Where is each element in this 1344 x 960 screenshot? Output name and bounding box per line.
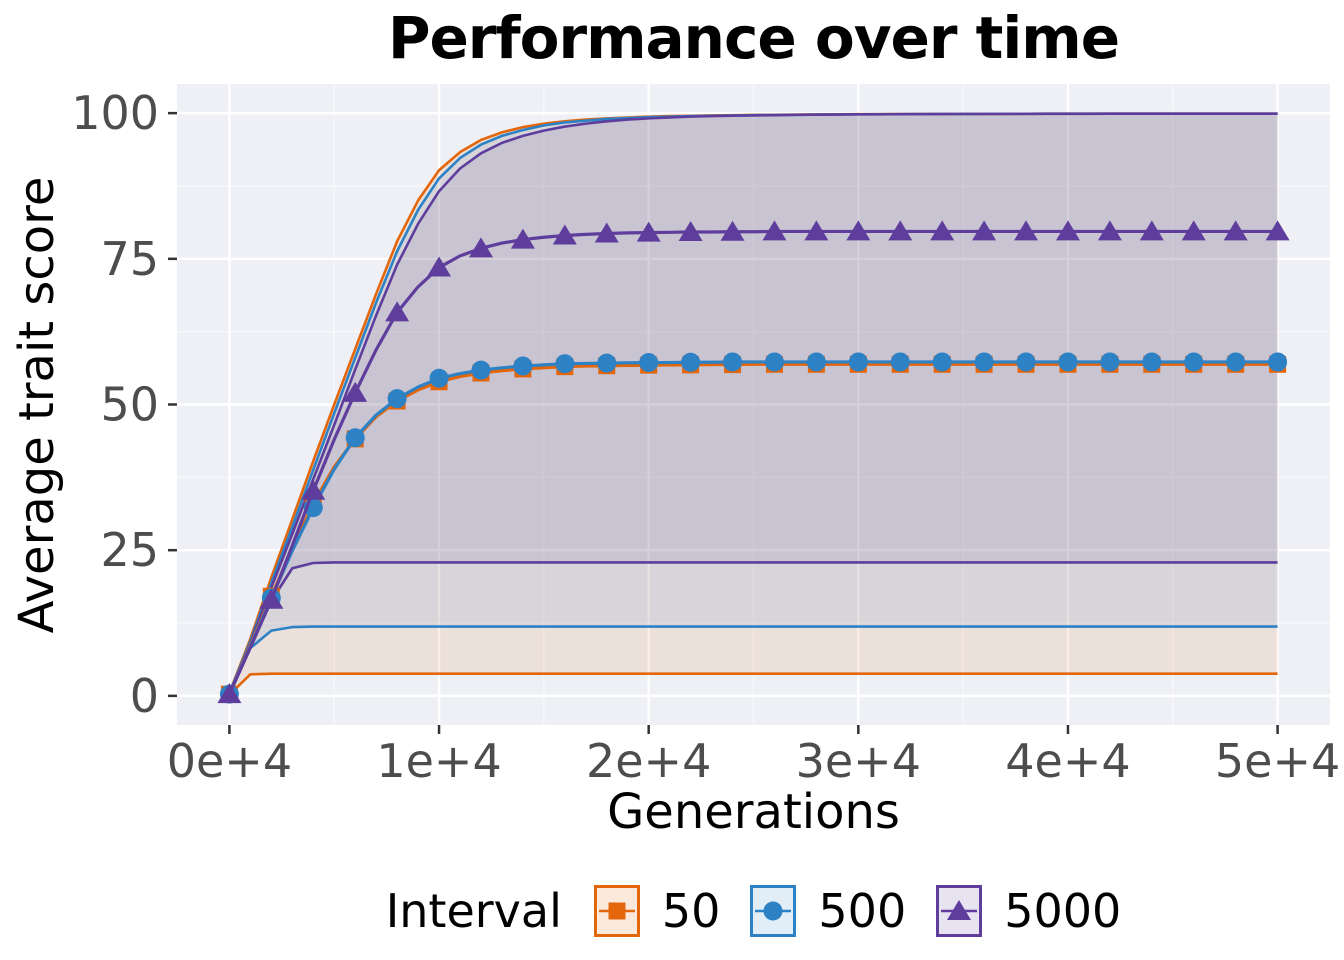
x-tick-label: 1e+4 [376, 734, 501, 788]
x-axis-title: Generations [607, 784, 900, 840]
y-tick-label: 25 [100, 523, 159, 577]
series-5000-marker [385, 301, 410, 322]
series-5000-markers [217, 220, 1290, 704]
series-5000-marker [636, 221, 661, 242]
series-5000-marker [1055, 220, 1080, 241]
legend-title: Interval [385, 884, 562, 938]
y-tick-label: 50 [100, 378, 159, 432]
series-500-marker [555, 354, 575, 374]
series-5000-marker [1265, 220, 1290, 241]
series-500-marker [597, 353, 617, 373]
series-500-marker [639, 353, 659, 373]
series-50-lower-bound [228, 672, 1278, 696]
series-50-ribbon [229, 113, 1278, 695]
series-500-marker [513, 356, 533, 376]
series-5000-marker [846, 220, 871, 241]
series-5000-marker [301, 479, 326, 500]
series-500-ribbon [229, 113, 1278, 695]
x-tick-label: 4e+4 [1005, 734, 1130, 788]
series-5000-marker [762, 220, 787, 241]
series-5000-marker [427, 256, 452, 277]
legend-item-500: 500 [750, 884, 906, 938]
legend-key-circle-icon [750, 885, 797, 937]
series-500-marker [681, 352, 701, 372]
series-5000-mean-line [227, 229, 1278, 695]
x-tick-label: 0e+4 [167, 734, 292, 788]
series-5000-marker [1181, 220, 1206, 241]
series-5000-marker [930, 220, 955, 241]
major-gridlines [177, 84, 1330, 725]
legend-key-marker [947, 900, 972, 920]
series-5000-marker [259, 588, 284, 609]
series-5000-marker [510, 228, 535, 249]
series-5000-ribbon [229, 113, 1278, 695]
x-tick-label: 3e+4 [796, 734, 921, 788]
y-tick-label: 100 [71, 86, 159, 140]
series-500-marker [1142, 352, 1162, 372]
series-500-marker [1016, 352, 1036, 372]
legend-key-square-icon [593, 885, 640, 937]
legend-key-triangle-icon [936, 885, 983, 937]
series-500-marker [806, 352, 826, 372]
series-5000-marker [468, 237, 493, 258]
y-tick-label: 0 [130, 669, 159, 723]
legend-label-500: 500 [818, 884, 907, 938]
legend-item-50: 50 [593, 884, 721, 938]
series-500-marker [429, 368, 449, 388]
series-500-marker [1226, 352, 1246, 372]
series-5000-marker [217, 683, 242, 704]
series-500-marker [345, 428, 365, 448]
series-5000-marker [678, 221, 703, 242]
series-500-lower-bound [228, 625, 1278, 696]
series-500-marker [723, 352, 743, 372]
series-5000-marker [1097, 220, 1122, 241]
series-500-marker [1058, 352, 1078, 372]
series-500-marker [764, 352, 784, 372]
x-tick-label: 2e+4 [586, 734, 711, 788]
series-500-marker [471, 360, 491, 380]
legend-label-50: 50 [661, 884, 721, 938]
series-500-marker [974, 352, 994, 372]
series-500-marker [1268, 352, 1288, 372]
legend-key-marker [608, 902, 626, 920]
series-5000-marker [804, 220, 829, 241]
series-5000-upper-bound [228, 112, 1278, 694]
legend-label-5000: 5000 [1004, 884, 1122, 938]
series-500-marker [932, 352, 952, 372]
x-tick-label: 5e+4 [1215, 734, 1340, 788]
legend-key-marker [763, 901, 783, 921]
series-5000-marker [343, 381, 368, 402]
series-500-marker [890, 352, 910, 372]
legend: Interval 50 500 5000 [177, 872, 1330, 950]
series-500-marker [848, 352, 868, 372]
series-500-marker [1100, 352, 1120, 372]
series-5000-marker [1014, 220, 1039, 241]
series-500-marker [1184, 352, 1204, 372]
series-5000-marker [888, 220, 913, 241]
series-5000-marker [552, 224, 577, 245]
legend-item-5000: 5000 [936, 884, 1121, 938]
series-5000-marker [720, 220, 745, 241]
series-5000-marker [1139, 220, 1164, 241]
axis-tick-marks [168, 111, 1279, 734]
series-500-marker [387, 389, 407, 409]
series-5000-lower-bound [228, 561, 1278, 696]
chart-title: Performance over time [387, 4, 1120, 72]
y-tick-label: 75 [100, 232, 159, 286]
series-5000-marker [1223, 220, 1248, 241]
series-5000-marker [594, 222, 619, 243]
series-5000-marker [972, 220, 997, 241]
